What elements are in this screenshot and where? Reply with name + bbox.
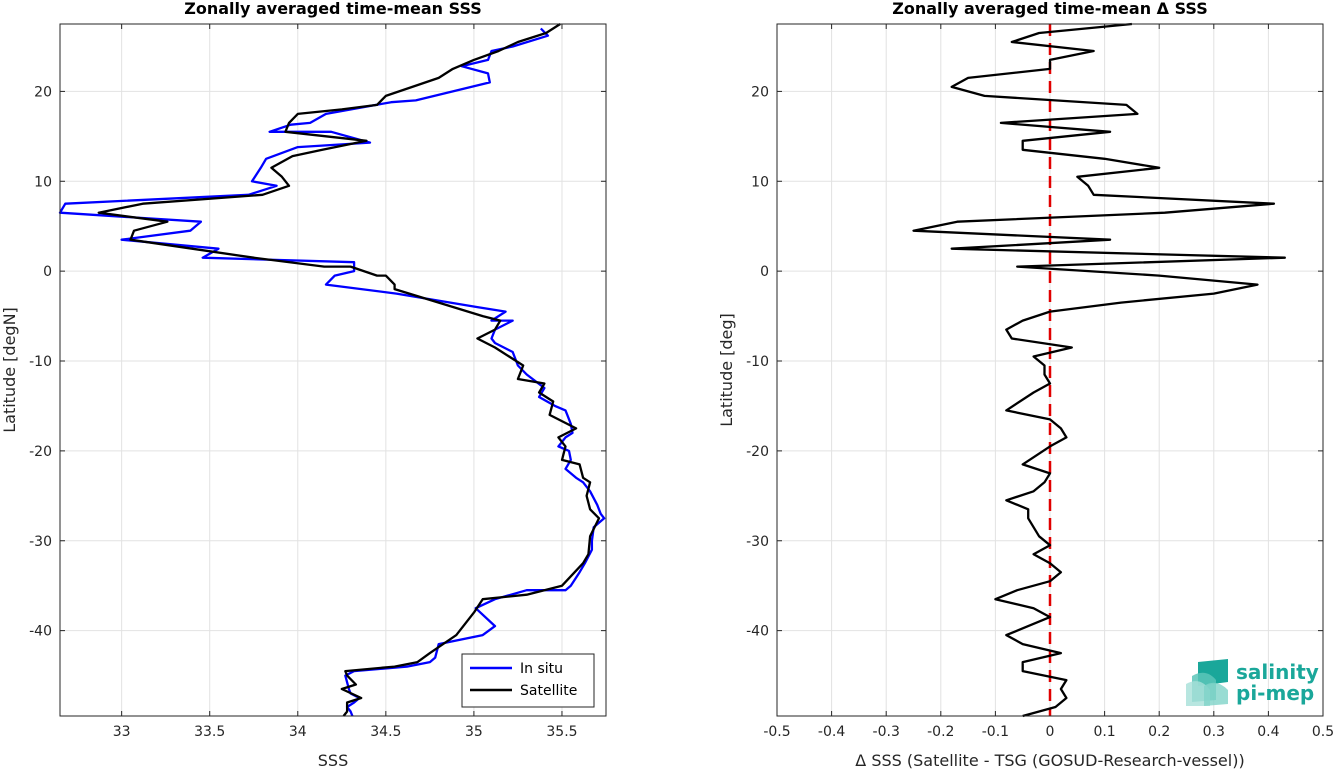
legend-label-satellite: Satellite xyxy=(520,683,577,699)
chart-title: Zonally averaged time-mean Δ SSS xyxy=(892,0,1208,18)
y-tick-label: -30 xyxy=(29,534,52,550)
y-tick-labels: -40 -30 -20 -10 0 10 20 xyxy=(746,84,769,639)
legend-box xyxy=(461,653,595,708)
x-tick-label: 35 xyxy=(465,724,483,740)
x-axis-label: SSS xyxy=(318,751,348,769)
x-tick-label: -0.4 xyxy=(818,724,845,740)
wave-logo-icon xyxy=(1186,659,1228,706)
y-tick-label: 0 xyxy=(43,264,52,280)
series-line-in-situ xyxy=(58,27,606,717)
y-tick-label: -20 xyxy=(746,444,769,460)
salinity-pi-mep-logo: salinity pi-mep xyxy=(1186,659,1319,706)
x-tick-label: 35.5 xyxy=(546,724,577,740)
x-tick-label: 0.4 xyxy=(1257,724,1279,740)
x-tick-label: -0.3 xyxy=(873,724,900,740)
x-tick-label: -0.2 xyxy=(927,724,954,740)
y-tick-labels: -40 -30 -20 -10 0 10 20 xyxy=(29,84,52,639)
legend-label-in-situ: In situ xyxy=(520,661,563,677)
y-tick-label: -40 xyxy=(746,624,769,640)
plot-frame xyxy=(776,23,1324,717)
y-tick-label: -40 xyxy=(29,624,52,640)
y-tick-label: -20 xyxy=(29,444,52,460)
series-line-series-1 xyxy=(912,22,1286,718)
x-tick-label: -0.5 xyxy=(763,724,790,740)
x-tick-label: 33.5 xyxy=(194,724,225,740)
x-tick-label: -0.1 xyxy=(982,724,1009,740)
y-tick-label: 0 xyxy=(760,264,769,280)
x-tick-label: 34.5 xyxy=(370,724,401,740)
x-tick-label: 0.2 xyxy=(1148,724,1170,740)
y-tick-label: -10 xyxy=(29,354,52,370)
chart-title: Zonally averaged time-mean SSS xyxy=(184,0,482,18)
legend: In situ Satellite xyxy=(461,653,595,708)
x-tick-label: 0.1 xyxy=(1093,724,1115,740)
y-tick-label: 10 xyxy=(34,174,52,190)
logo-text-salinity: salinity xyxy=(1236,660,1319,684)
series-lines xyxy=(912,22,1286,718)
logo-text-pi-mep: pi-mep xyxy=(1236,681,1314,705)
y-axis-label: Latitude [degN] xyxy=(0,307,19,433)
y-tick-label: -30 xyxy=(746,534,769,550)
y-tick-label: -10 xyxy=(746,354,769,370)
y-tick-label: 20 xyxy=(751,84,769,100)
x-tick-label: 0 xyxy=(1046,724,1055,740)
delta-sss-profile-chart: -0.5 -0.4 -0.3 -0.2 -0.1 0 0.1 0.2 0.3 0.4 0.5 -40… xyxy=(717,0,1334,769)
y-tick-label: 10 xyxy=(751,174,769,190)
plot-area xyxy=(60,24,606,716)
y-tick-label: 20 xyxy=(34,84,52,100)
x-tick-label: 0.3 xyxy=(1203,724,1225,740)
sss-profile-chart: 33 33.5 34 34.5 35 35.5 -40 -30 -20 -10 0 10 20 Zon… xyxy=(0,0,607,769)
y-axis-label: Latitude [deg] xyxy=(717,313,736,427)
series-line-satellite xyxy=(97,23,601,717)
x-tick-labels: 33 33.5 34 34.5 35 35.5 xyxy=(113,724,578,740)
x-tick-labels: -0.5 -0.4 -0.3 -0.2 -0.1 0 0.1 0.2 0.3 0.4 0.5 xyxy=(763,724,1334,740)
grid xyxy=(60,24,606,716)
series-lines xyxy=(58,23,606,717)
plot-frame xyxy=(59,23,607,717)
x-tick-label: 34 xyxy=(289,724,307,740)
x-axis-label: Δ SSS (Satellite - TSG (GOSUD-Research-v… xyxy=(855,751,1244,769)
x-tick-label: 33 xyxy=(113,724,131,740)
x-tick-label: 0.5 xyxy=(1312,724,1334,740)
